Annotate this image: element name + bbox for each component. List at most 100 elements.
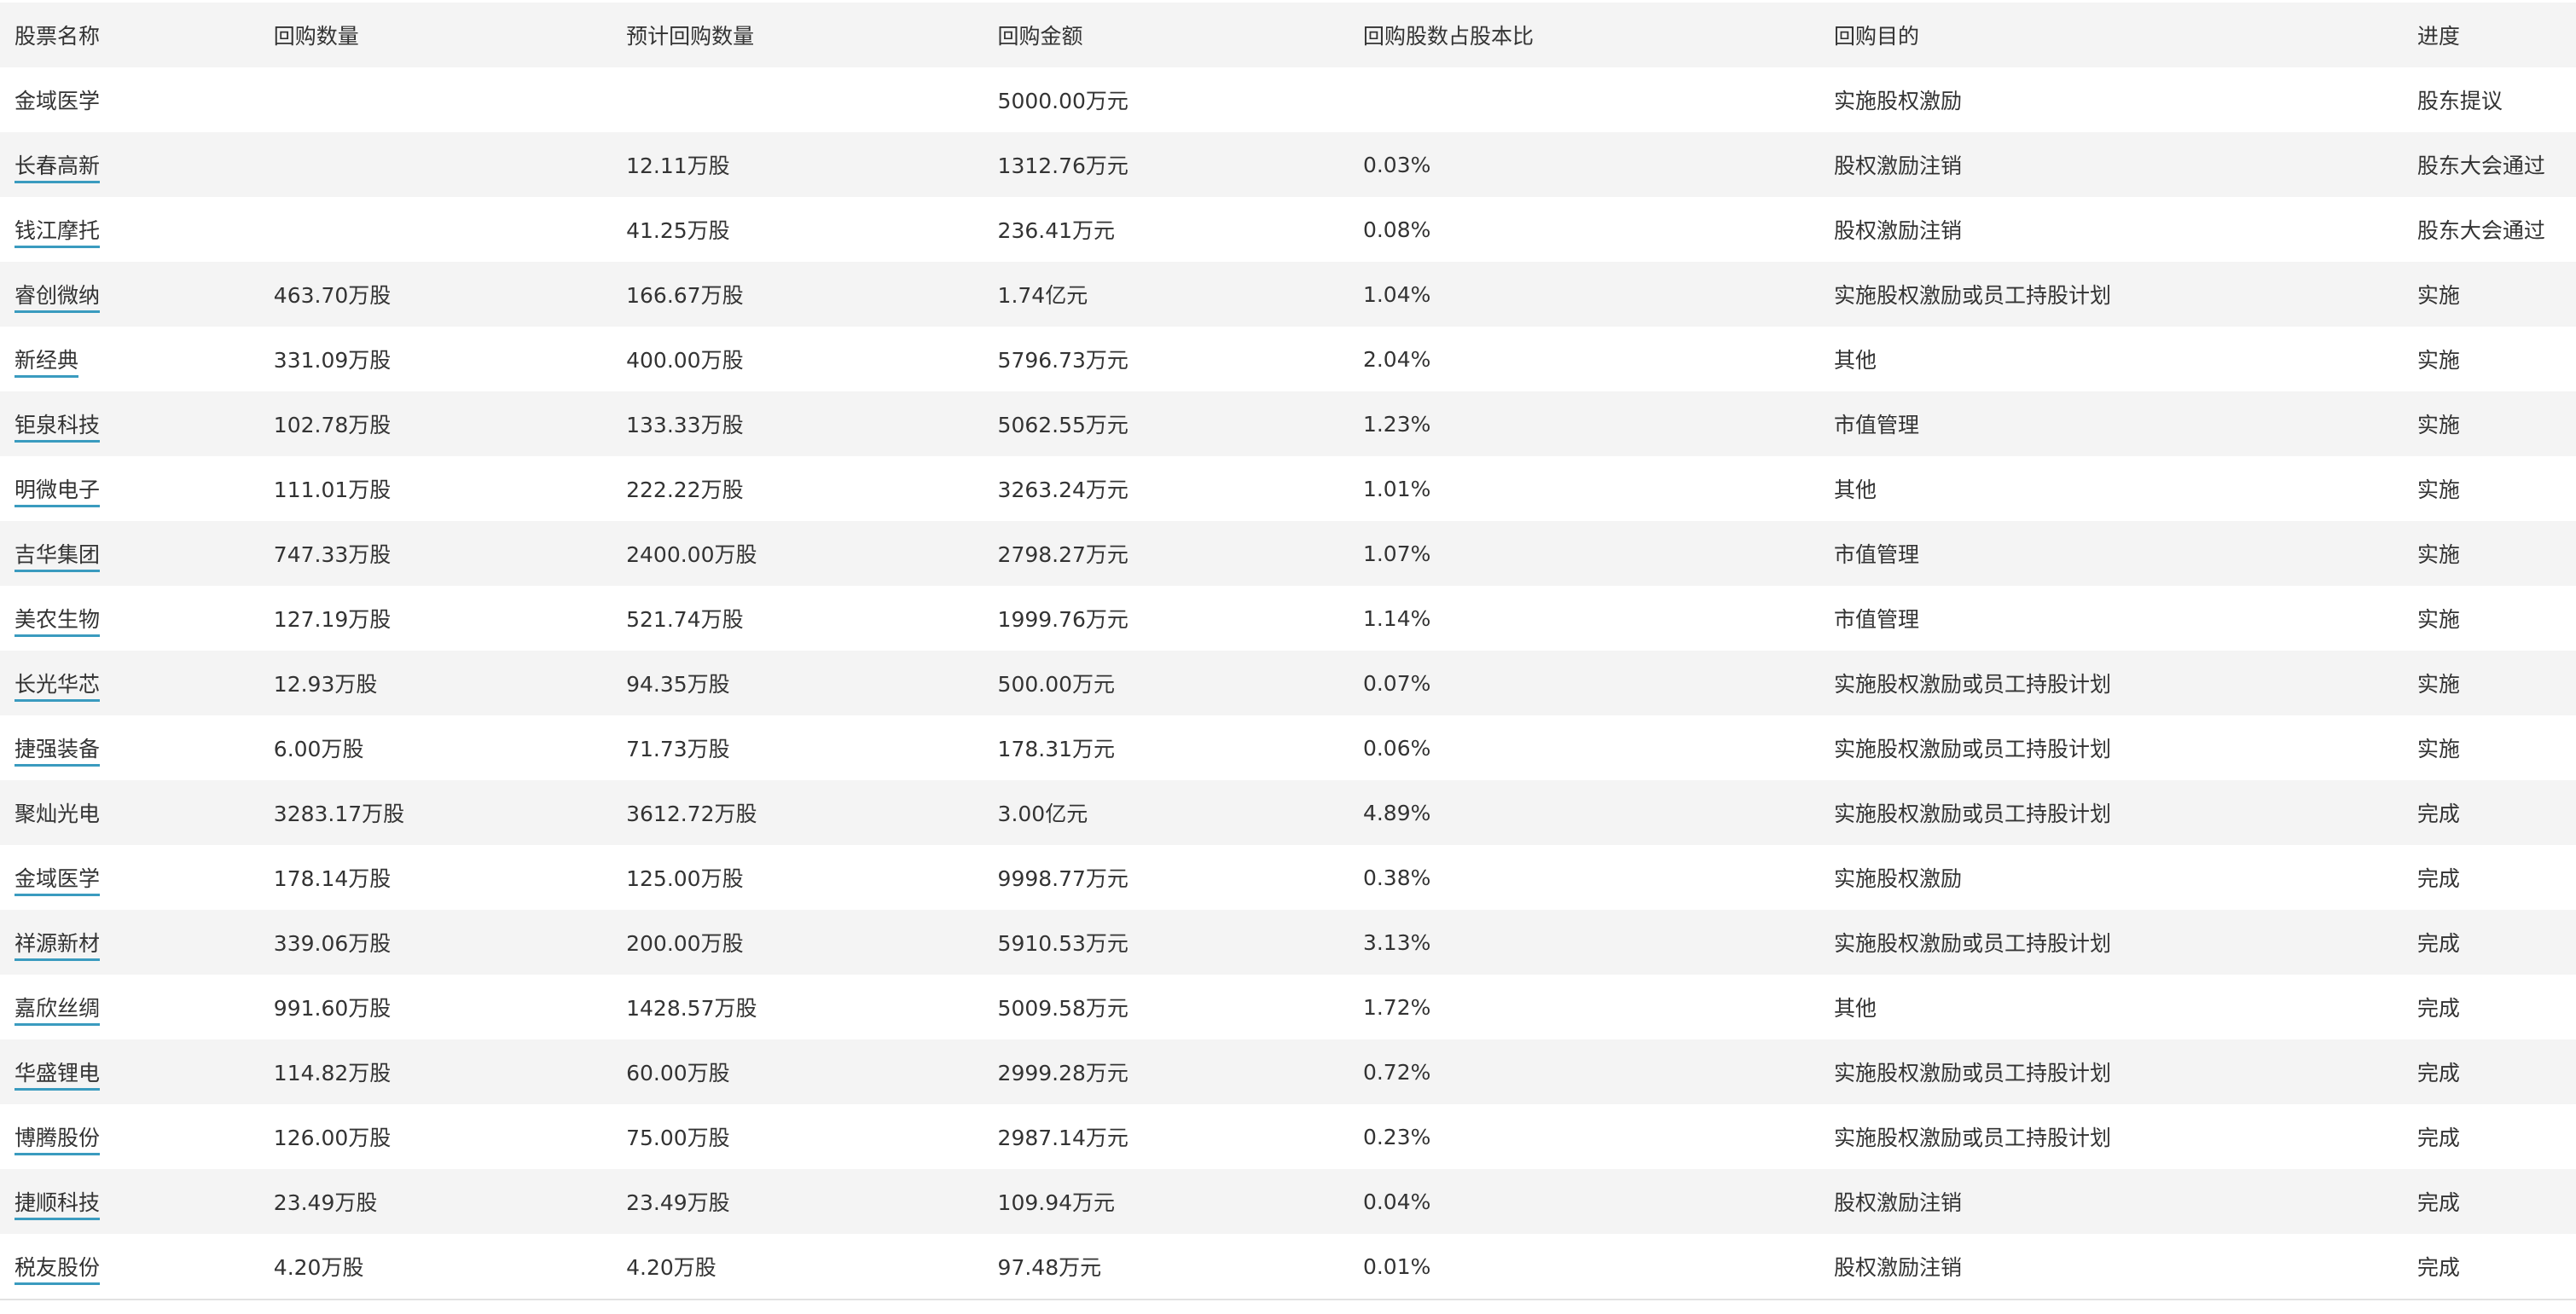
table-row: 税友股份 4.20万股 4.20万股 97.48万元 0.01% 股权激励注销 完成 <box>0 1234 2576 1300</box>
cell-buyback-amount: 2987.14万元 <box>997 1104 1363 1169</box>
cell-progress: 实施 <box>2416 456 2576 521</box>
table-row: 捷强装备 6.00万股 71.73万股 178.31万元 0.06% 实施股权激励或员工持… <box>0 715 2576 780</box>
stock-name-link[interactable]: 美农生物 <box>15 607 101 637</box>
cell-progress: 股东大会通过 <box>2416 197 2576 262</box>
table-row: 美农生物 127.19万股 521.74万股 1999.76万元 1.14% 市值管理 实施 <box>0 586 2576 651</box>
cell-purpose: 股权激励注销 <box>1834 132 2417 197</box>
table-header-row: 股票名称 回购数量 预计回购数量 回购金额 回购股数占股本比 回购目的 进度 <box>0 3 2576 67</box>
cell-stock-name: 博腾股份 <box>0 1104 274 1169</box>
cell-progress: 实施 <box>2416 262 2576 327</box>
cell-share-ratio: 1.14% <box>1362 586 1835 651</box>
cell-progress: 完成 <box>2416 780 2576 845</box>
cell-buyback-amount: 3.00亿元 <box>997 780 1363 845</box>
cell-share-ratio: 1.72% <box>1362 975 1835 1039</box>
stock-name-link[interactable]: 钜泉科技 <box>15 413 101 443</box>
stock-name-link[interactable]: 睿创微纳 <box>15 283 101 313</box>
cell-buyback-qty: 3283.17万股 <box>273 780 627 845</box>
table-row: 聚灿光电 3283.17万股 3612.72万股 3.00亿元 4.89% 实施股权激励或… <box>0 780 2576 845</box>
table-row: 新经典 331.09万股 400.00万股 5796.73万元 2.04% 其他 实施 <box>0 327 2576 391</box>
cell-planned-qty: 166.67万股 <box>626 262 998 327</box>
cell-stock-name: 华盛锂电 <box>0 1039 274 1104</box>
cell-share-ratio: 0.01% <box>1362 1234 1835 1300</box>
cell-share-ratio: 0.03% <box>1362 132 1835 197</box>
stock-name-link[interactable]: 捷强装备 <box>15 737 101 767</box>
stock-name-link[interactable]: 博腾股份 <box>15 1126 101 1155</box>
cell-buyback-qty: 23.49万股 <box>273 1169 627 1234</box>
table-row: 钜泉科技 102.78万股 133.33万股 5062.55万元 1.23% 市值管理 实施 <box>0 391 2576 456</box>
stock-name-link[interactable]: 税友股份 <box>15 1255 101 1285</box>
table-row: 金域医学 5000.00万元 实施股权激励 股东提议 <box>0 67 2576 132</box>
cell-stock-name: 睿创微纳 <box>0 262 274 327</box>
cell-purpose: 其他 <box>1834 456 2417 521</box>
stock-name-link[interactable]: 华盛锂电 <box>15 1061 101 1091</box>
stock-name-link[interactable]: 明微电子 <box>15 478 101 507</box>
cell-progress: 完成 <box>2416 910 2576 975</box>
cell-share-ratio: 4.89% <box>1362 780 1835 845</box>
cell-purpose: 其他 <box>1834 975 2417 1039</box>
cell-buyback-amount: 5796.73万元 <box>997 327 1363 391</box>
cell-purpose: 市值管理 <box>1834 521 2417 586</box>
cell-share-ratio: 3.13% <box>1362 910 1835 975</box>
stock-name-link[interactable]: 金域医学 <box>15 866 101 896</box>
cell-planned-qty: 4.20万股 <box>626 1234 998 1300</box>
cell-planned-qty: 125.00万股 <box>626 845 998 910</box>
cell-stock-name: 新经典 <box>0 327 274 391</box>
cell-stock-name: 聚灿光电 <box>0 780 274 845</box>
stock-name-link[interactable]: 长春高新 <box>15 153 101 183</box>
stock-name-link[interactable]: 吉华集团 <box>15 542 101 572</box>
stock-name-link[interactable]: 嘉欣丝绸 <box>15 996 101 1026</box>
cell-progress: 完成 <box>2416 845 2576 910</box>
table-row: 祥源新材 339.06万股 200.00万股 5910.53万元 3.13% 实施股权激励… <box>0 910 2576 975</box>
cell-planned-qty: 60.00万股 <box>626 1039 998 1104</box>
header-progress: 进度 <box>2416 3 2576 67</box>
stock-name-link[interactable]: 祥源新材 <box>15 931 101 961</box>
cell-buyback-amount: 1.74亿元 <box>997 262 1363 327</box>
cell-purpose: 实施股权激励 <box>1834 67 2417 132</box>
stock-name-link[interactable]: 捷顺科技 <box>15 1190 101 1220</box>
buyback-table: 股票名称 回购数量 预计回购数量 回购金额 回购股数占股本比 回购目的 进度 金域医学 500… <box>0 3 2576 1300</box>
header-stock-name: 股票名称 <box>0 3 274 67</box>
cell-buyback-qty: 463.70万股 <box>273 262 627 327</box>
cell-planned-qty: 71.73万股 <box>626 715 998 780</box>
cell-planned-qty: 2400.00万股 <box>626 521 998 586</box>
cell-stock-name: 钜泉科技 <box>0 391 274 456</box>
stock-name-link[interactable]: 长光华芯 <box>15 672 101 702</box>
cell-progress: 实施 <box>2416 715 2576 780</box>
cell-purpose: 实施股权激励或员工持股计划 <box>1834 262 2417 327</box>
cell-progress: 完成 <box>2416 1234 2576 1300</box>
cell-buyback-qty: 114.82万股 <box>273 1039 627 1104</box>
header-share-ratio: 回购股数占股本比 <box>1362 3 1835 67</box>
table-row: 嘉欣丝绸 991.60万股 1428.57万股 5009.58万元 1.72% 其他 完成 <box>0 975 2576 1039</box>
cell-planned-qty: 23.49万股 <box>626 1169 998 1234</box>
cell-buyback-amount: 500.00万元 <box>997 651 1363 715</box>
cell-progress: 股东大会通过 <box>2416 132 2576 197</box>
table-row: 金域医学 178.14万股 125.00万股 9998.77万元 0.38% 实施股权激励… <box>0 845 2576 910</box>
stock-name-link[interactable]: 钱江摩托 <box>15 218 101 248</box>
cell-planned-qty: 133.33万股 <box>626 391 998 456</box>
cell-stock-name: 金域医学 <box>0 67 274 132</box>
cell-buyback-amount: 1999.76万元 <box>997 586 1363 651</box>
cell-planned-qty: 400.00万股 <box>626 327 998 391</box>
header-purpose: 回购目的 <box>1834 3 2417 67</box>
cell-buyback-amount: 1312.76万元 <box>997 132 1363 197</box>
cell-share-ratio: 1.01% <box>1362 456 1835 521</box>
cell-buyback-qty: 127.19万股 <box>273 586 627 651</box>
cell-stock-name: 捷强装备 <box>0 715 274 780</box>
cell-planned-qty: 94.35万股 <box>626 651 998 715</box>
cell-buyback-qty: 6.00万股 <box>273 715 627 780</box>
cell-buyback-qty: 747.33万股 <box>273 521 627 586</box>
cell-share-ratio: 1.23% <box>1362 391 1835 456</box>
cell-share-ratio: 2.04% <box>1362 327 1835 391</box>
cell-purpose: 实施股权激励或员工持股计划 <box>1834 910 2417 975</box>
cell-share-ratio: 1.07% <box>1362 521 1835 586</box>
cell-stock-name: 钱江摩托 <box>0 197 274 262</box>
stock-name-link[interactable]: 新经典 <box>15 348 79 378</box>
cell-purpose: 实施股权激励或员工持股计划 <box>1834 1104 2417 1169</box>
cell-planned-qty: 1428.57万股 <box>626 975 998 1039</box>
cell-progress: 股东提议 <box>2416 67 2576 132</box>
cell-buyback-amount: 5062.55万元 <box>997 391 1363 456</box>
cell-stock-name: 长光华芯 <box>0 651 274 715</box>
cell-progress: 完成 <box>2416 975 2576 1039</box>
cell-share-ratio: 1.04% <box>1362 262 1835 327</box>
stock-name-link: 聚灿光电 <box>15 802 101 826</box>
